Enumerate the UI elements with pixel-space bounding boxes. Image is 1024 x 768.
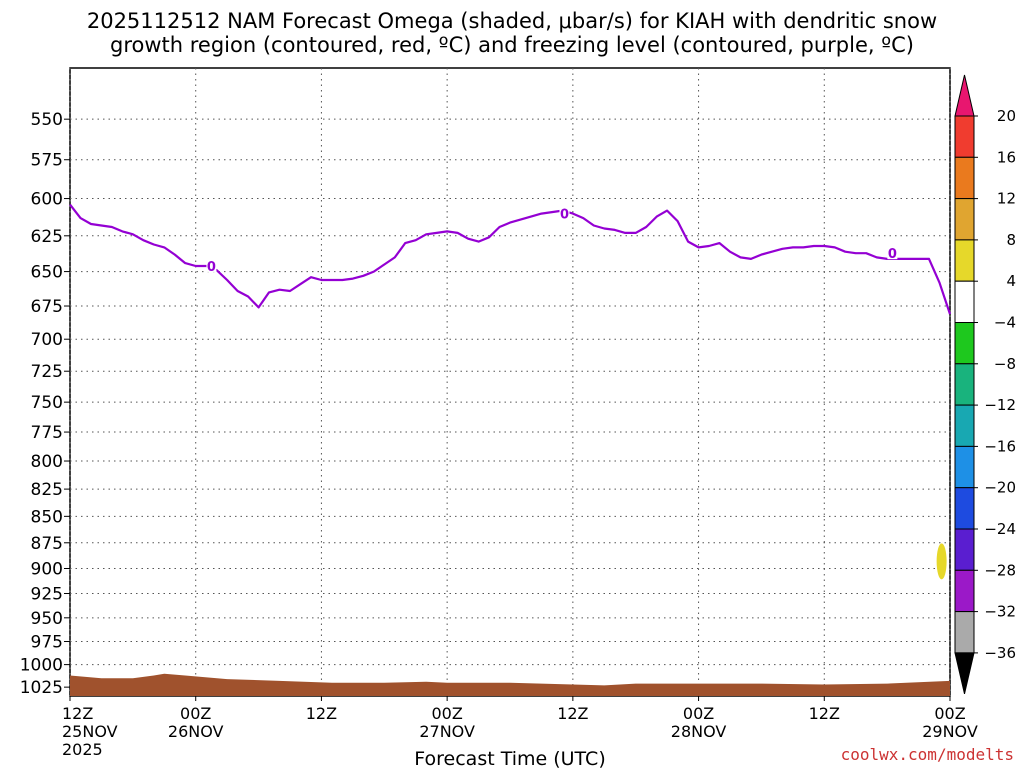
colorbar-label: −20	[984, 479, 1016, 497]
colorbar-label: −32	[984, 603, 1016, 621]
y-axis: 550 575 600 625 650 675 700 725 750 775 800 825 850 8…	[20, 110, 70, 698]
contour-label: 0	[207, 260, 216, 275]
colorbar-label: 8	[1006, 231, 1016, 249]
colorbar-segment	[954, 322, 975, 365]
y-tick-label: 1025	[20, 678, 63, 698]
y-tick-label: 850	[31, 507, 63, 527]
colorbar: 20 16 12 8 4 −4 −8 −12 −16 −20 −24 −28 −32 −36	[954, 74, 1016, 695]
terrain-area	[70, 673, 950, 696]
contour-label-bg	[559, 205, 570, 220]
colorbar-label: −8	[994, 355, 1016, 373]
x-tick-label: 00Z	[934, 704, 965, 723]
colorbar-label: 12	[997, 190, 1016, 208]
colorbar-segment	[954, 115, 975, 158]
colorbar-segment	[954, 363, 975, 406]
y-tick-label: 825	[31, 480, 63, 500]
x-tick-date: 27NOV	[419, 722, 475, 741]
grid-y	[70, 118, 950, 688]
colorbar-segment	[954, 569, 975, 613]
colorbar-segment	[954, 404, 975, 447]
y-tick-label: 775	[31, 423, 63, 443]
y-tick-label: 750	[31, 393, 63, 413]
y-tick-label: 900	[31, 559, 63, 579]
colorbar-segment	[954, 198, 975, 241]
x-tick-date: 25NOV	[62, 722, 118, 741]
x-tick-date: 26NOV	[168, 722, 224, 741]
colorbar-segment	[954, 528, 975, 571]
colorbar-label: −36	[984, 644, 1016, 662]
colorbar-label: 20	[997, 107, 1016, 125]
x-tick-year: 2025	[62, 740, 103, 759]
colorbar-label: −28	[984, 561, 1016, 579]
freezing-level-line	[69, 203, 952, 315]
credit-text: coolwx.com/modelts	[841, 745, 1014, 764]
x-tick-label: 00Z	[431, 704, 462, 723]
plot-frame	[69, 67, 951, 697]
chart-title-line-2: growth region (contoured, red, ºC) and f…	[110, 33, 914, 57]
x-tick-label: 12Z	[809, 704, 840, 723]
y-tick-label: 800	[31, 452, 63, 472]
x-tick-label: 00Z	[180, 704, 211, 723]
x-axis-title: Forecast Time (UTC)	[414, 748, 605, 768]
colorbar-label: 16	[997, 148, 1016, 166]
y-tick-label: 675	[31, 297, 63, 317]
colorbar-label: −4	[994, 314, 1016, 332]
x-tick-label: 12Z	[62, 704, 93, 723]
contour-label: 0	[888, 247, 897, 262]
colorbar-label: −24	[984, 520, 1016, 538]
colorbar-label: −12	[984, 396, 1016, 414]
y-tick-label: 875	[31, 534, 63, 554]
y-tick-label: 650	[31, 263, 63, 283]
y-tick-label: 625	[31, 227, 63, 247]
colorbar-segment	[954, 611, 975, 654]
x-tick-label: 00Z	[683, 704, 714, 723]
chart-title-line-1: 2025112512 NAM Forecast Omega (shaded, μ…	[87, 9, 937, 33]
colorbar-segment	[954, 156, 975, 200]
plot-area: 0 0 0	[69, 67, 952, 697]
contour-label: 0	[560, 208, 569, 223]
colorbar-segment	[954, 239, 975, 282]
x-tick-date: 29NOV	[922, 722, 978, 741]
colorbar-label: 4	[1006, 272, 1016, 290]
y-tick-label: 600	[31, 190, 63, 210]
colorbar-top-arrow	[954, 74, 975, 117]
x-tick-label: 12Z	[557, 704, 588, 723]
contour-label-bg	[206, 257, 217, 272]
y-tick-label: 725	[31, 362, 63, 382]
x-tick-label: 12Z	[306, 704, 337, 723]
y-tick-label: 1000	[20, 656, 63, 676]
y-tick-label: 550	[31, 110, 63, 130]
freezing-level: 0 0 0	[69, 203, 952, 315]
y-tick-label: 925	[31, 584, 63, 604]
y-tick-label: 575	[31, 151, 63, 171]
colorbar-label: −16	[984, 437, 1016, 455]
x-tick-date: 28NOV	[671, 722, 727, 741]
colorbar-segment	[954, 445, 975, 489]
colorbar-segment	[954, 487, 975, 530]
colorbar-segment	[954, 280, 975, 324]
omega-shading	[936, 543, 947, 580]
terrain	[70, 673, 950, 696]
grid-x	[69, 68, 951, 696]
colorbar-bottom-arrow	[954, 652, 975, 695]
y-tick-label: 975	[31, 633, 63, 653]
contour-label-bg	[887, 245, 898, 260]
y-tick-label: 950	[31, 609, 63, 629]
y-tick-label: 700	[31, 330, 63, 350]
omega-blob	[936, 543, 947, 580]
